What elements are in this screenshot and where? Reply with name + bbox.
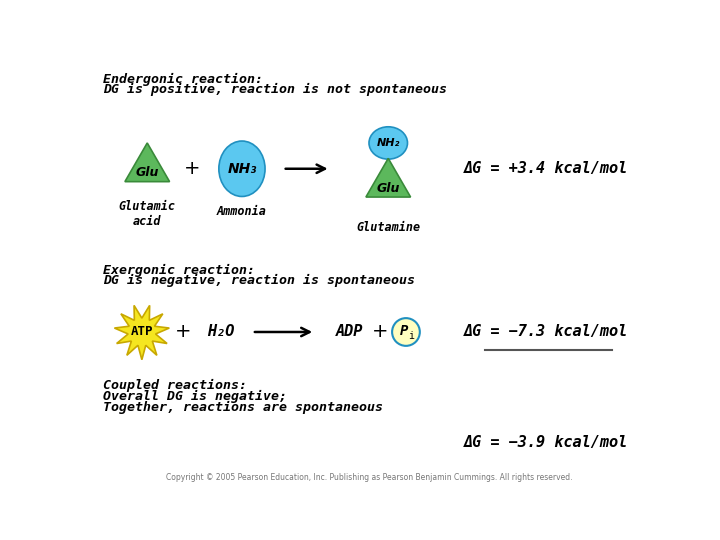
Text: ΔG = −3.9 kcal/mol: ΔG = −3.9 kcal/mol xyxy=(464,435,629,450)
Text: Glu: Glu xyxy=(135,166,159,179)
Polygon shape xyxy=(366,158,410,197)
Text: +: + xyxy=(372,322,389,341)
Text: Ammonia: Ammonia xyxy=(217,205,267,218)
Text: Overall DG is negative;: Overall DG is negative; xyxy=(102,390,287,403)
Text: ΔG = +3.4 kcal/mol: ΔG = +3.4 kcal/mol xyxy=(464,161,629,176)
Text: NH₃: NH₃ xyxy=(228,162,256,176)
Text: Glu: Glu xyxy=(377,181,400,194)
Text: H₂O: H₂O xyxy=(207,325,235,340)
Ellipse shape xyxy=(369,127,408,159)
Text: Copyright © 2005 Pearson Education, Inc. Publishing as Pearson Benjamin Cummings: Copyright © 2005 Pearson Education, Inc.… xyxy=(166,473,572,482)
Text: Glutamic
acid: Glutamic acid xyxy=(119,200,176,227)
Circle shape xyxy=(392,318,420,346)
Text: Coupled reactions:: Coupled reactions: xyxy=(102,379,246,392)
Text: ATP: ATP xyxy=(130,326,153,339)
Text: +: + xyxy=(174,322,191,341)
Text: ADP: ADP xyxy=(336,325,364,340)
Text: +: + xyxy=(184,159,200,178)
Ellipse shape xyxy=(219,141,265,197)
Text: Glutamine: Glutamine xyxy=(356,221,420,234)
Text: DG is negative, reaction is spontaneous: DG is negative, reaction is spontaneous xyxy=(102,274,415,287)
Text: Together, reactions are spontaneous: Together, reactions are spontaneous xyxy=(102,401,382,414)
Polygon shape xyxy=(114,306,169,360)
Text: Endergonic reaction:: Endergonic reaction: xyxy=(102,72,263,85)
Text: DG is positive, reaction is not spontaneous: DG is positive, reaction is not spontane… xyxy=(102,83,446,96)
Polygon shape xyxy=(125,143,170,181)
Text: Exergonic reaction:: Exergonic reaction: xyxy=(102,264,255,276)
Text: P: P xyxy=(400,324,409,338)
Text: NH₂: NH₂ xyxy=(377,138,400,148)
Text: ΔG = −7.3 kcal/mol: ΔG = −7.3 kcal/mol xyxy=(464,325,629,340)
Text: i: i xyxy=(408,331,414,341)
